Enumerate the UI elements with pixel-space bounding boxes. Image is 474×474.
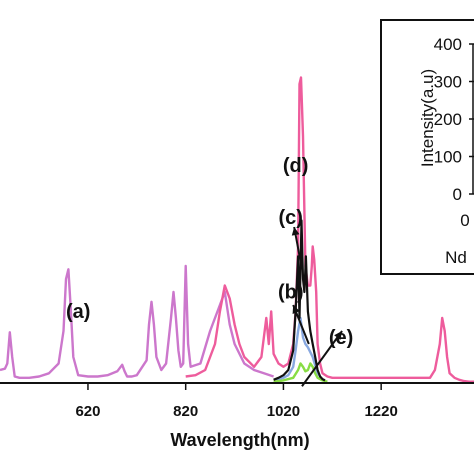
annotation-1: (d) — [283, 155, 309, 177]
spectrum-curves — [0, 76, 474, 383]
series-line-c — [273, 219, 326, 382]
inset-frame — [380, 19, 474, 275]
arrow-c-head — [291, 227, 300, 236]
inset-y-tick-label-200: 200 — [434, 110, 462, 129]
inset-y-tick-label-300: 300 — [434, 73, 462, 92]
series-line-e — [273, 362, 328, 383]
annotation-arrows — [291, 226, 343, 387]
x-axis-ticks: 620 820 1020 1220 — [75, 383, 398, 420]
inset-chart: 0 100 200 300 400 0 Intensity(a.u) Nd — [380, 19, 474, 275]
series-line-d — [185, 76, 474, 383]
x-tick-label-1020: 1020 — [267, 403, 300, 420]
inset-y-axis-title: Intensity(a.u) — [418, 69, 437, 167]
x-tick-label-820: 820 — [173, 403, 198, 420]
annotation-3: (b) — [278, 282, 304, 304]
arrow-e-head — [334, 331, 343, 340]
inset-y-tick-label-100: 100 — [434, 148, 462, 167]
inset-x-ticks: 0 — [460, 211, 469, 230]
annotation-0: (a) — [66, 301, 90, 323]
inset-x-tick-label-0: 0 — [460, 211, 469, 230]
arrow-e — [301, 330, 343, 387]
x-tick-label-1220: 1220 — [364, 403, 397, 420]
x-tick-label-620: 620 — [75, 403, 100, 420]
annotations: (a) (d) (c) (b) (e) — [66, 155, 353, 349]
inset-x-axis-title: Nd — [445, 248, 467, 267]
series-line-a — [0, 264, 274, 379]
inset-y-ticks: 0 100 200 300 400 — [434, 35, 474, 204]
series-line-b — [275, 316, 324, 381]
inset-y-tick-label-400: 400 — [434, 35, 462, 54]
annotation-2: (c) — [279, 207, 303, 229]
inset-y-tick-label-0: 0 — [453, 185, 462, 204]
arrow-b-head — [292, 305, 300, 314]
x-axis-title: Wavelength(nm) — [170, 430, 309, 450]
annotation-4: (e) — [329, 327, 353, 349]
